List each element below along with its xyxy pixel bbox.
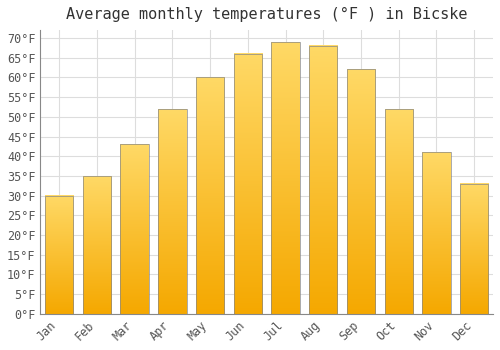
Bar — [347, 70, 375, 314]
Bar — [196, 77, 224, 314]
Bar — [422, 152, 450, 314]
Title: Average monthly temperatures (°F ) in Bicske: Average monthly temperatures (°F ) in Bi… — [66, 7, 468, 22]
Bar — [158, 109, 186, 314]
Bar — [120, 145, 149, 314]
Bar — [384, 109, 413, 314]
Bar — [272, 42, 299, 314]
Bar — [45, 196, 74, 314]
Bar — [309, 46, 338, 314]
Bar — [234, 54, 262, 314]
Bar — [83, 176, 111, 314]
Bar — [460, 184, 488, 314]
